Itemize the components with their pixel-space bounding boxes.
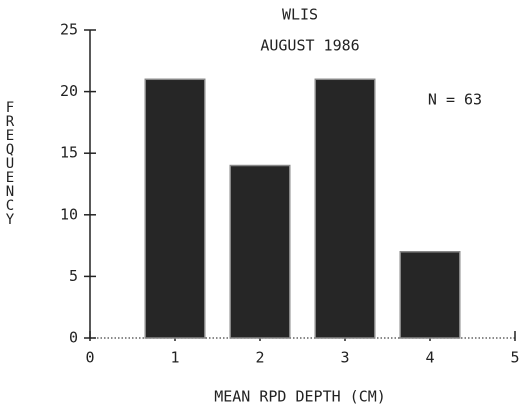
x-axis-label: MEAN RPD DEPTH (CM) [214, 388, 386, 406]
x-tick-label: 4 [425, 349, 434, 367]
bar [314, 78, 376, 339]
bar [229, 164, 291, 339]
y-tick-label: 25 [60, 21, 78, 39]
annotation: N = 63 [428, 91, 482, 109]
y-tick-label: 20 [60, 82, 78, 100]
x-tick-label: 3 [340, 349, 349, 367]
y-tick-label: 0 [69, 329, 78, 347]
y-axis-label: FREQUENCY [2, 100, 18, 226]
x-tick-label: 1 [170, 349, 179, 367]
y-tick-label: 15 [60, 144, 78, 162]
x-tick-label: 5 [510, 349, 519, 367]
bar [399, 251, 461, 339]
bar [144, 78, 206, 339]
x-tick-label: 0 [85, 349, 94, 367]
chart-title: WLIS [282, 6, 318, 24]
y-tick-label: 10 [60, 205, 78, 223]
y-tick-label: 5 [69, 267, 78, 285]
chart-subtitle: AUGUST 1986 [260, 37, 359, 55]
x-tick-label: 2 [255, 349, 264, 367]
